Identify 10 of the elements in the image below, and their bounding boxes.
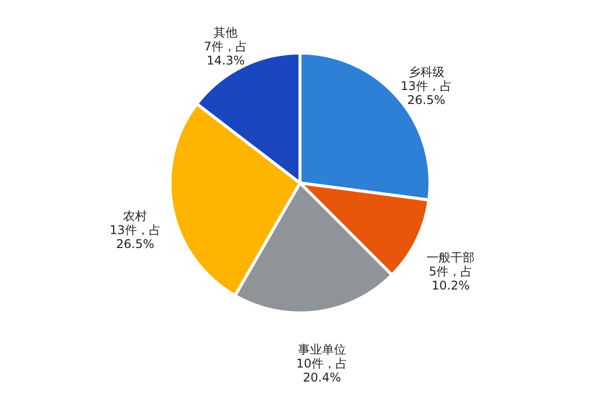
data-label: 13件，占 26.5%: [110, 222, 161, 251]
data-label: 5件，占 10.2%: [428, 264, 472, 292]
slice-label: 一般干部: [426, 250, 475, 264]
slice-label: 其他: [214, 25, 238, 40]
data-label: 10件，占 20.4%: [296, 356, 348, 385]
slice-label: 乡科级: [408, 65, 444, 80]
slice-label: 事业单位: [298, 342, 346, 357]
data-label: 7件，占 14.3%: [204, 39, 248, 68]
slice-label: 农村: [123, 208, 148, 223]
data-label: 13件，占 26.5%: [400, 79, 452, 108]
